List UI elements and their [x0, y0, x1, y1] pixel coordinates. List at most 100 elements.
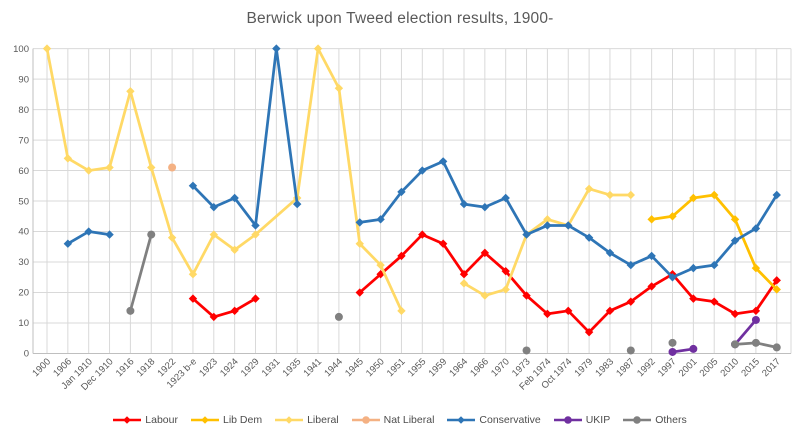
legend-label: UKIP: [585, 414, 611, 426]
data-point-labour: [355, 288, 364, 297]
x-tick-label: 2017: [760, 356, 783, 379]
y-tick-label: 90: [18, 74, 29, 85]
legend-label: Labour: [145, 414, 178, 426]
data-point-liberal: [501, 285, 510, 294]
data-point-ukip: [689, 344, 698, 353]
data-point-liberal: [147, 163, 156, 172]
legend-item-nat-liberal: Nat Liberal: [351, 414, 434, 426]
series-line-others: [129, 233, 153, 313]
x-tick-label: 1983: [593, 356, 616, 379]
x-tick-label: 1916: [114, 356, 137, 379]
y-tick-label: 20: [18, 288, 29, 299]
data-point-conservative: [710, 260, 719, 270]
data-point-liberal: [209, 230, 218, 239]
data-point-liberal: [251, 230, 260, 239]
x-tick-label: 2015: [739, 356, 762, 379]
y-tick-label: 30: [18, 257, 29, 268]
data-point-labour: [584, 327, 594, 337]
data-point-liberal: [84, 166, 93, 175]
data-point-liberal: [334, 84, 344, 93]
data-point-others: [334, 312, 343, 321]
data-point-labour: [418, 230, 427, 239]
data-point-others: [147, 230, 156, 239]
data-point-lib-dem: [751, 263, 761, 273]
data-point-labour: [710, 297, 719, 306]
x-tick-label: 1964: [447, 356, 470, 379]
data-point-lib-dem: [710, 190, 719, 200]
data-point-labour: [689, 294, 698, 303]
data-point-liberal: [397, 306, 406, 316]
data-point-conservative: [626, 260, 635, 270]
data-point-others: [668, 338, 677, 347]
series-others: [126, 230, 781, 355]
data-point-labour: [626, 297, 635, 306]
series-line-ukip: [733, 318, 758, 346]
x-tick-label: 1997: [656, 356, 679, 379]
data-point-labour: [209, 312, 218, 322]
data-point-conservative: [459, 199, 469, 209]
data-point-conservative: [772, 190, 781, 200]
data-point-conservative: [293, 199, 302, 209]
data-point-lib-dem: [730, 215, 740, 224]
x-tick-label: 1923: [197, 356, 220, 379]
y-axis-labels: 0 10 20 30 40 50 60 70 80 90 100: [13, 44, 29, 360]
data-point-liberal: [313, 44, 323, 53]
x-tick-label: 1944: [322, 356, 345, 379]
data-point-liberal: [230, 245, 239, 255]
axes: [32, 48, 791, 354]
data-point-conservative: [501, 193, 510, 203]
data-point-labour: [751, 306, 761, 316]
data-point-liberal: [605, 190, 615, 200]
series-labour: [188, 230, 781, 337]
legend-label: Conservative: [479, 414, 541, 426]
x-tick-label: 1950: [364, 356, 387, 379]
data-point-conservative: [188, 181, 198, 191]
x-tick-label: 1966: [468, 356, 491, 379]
x-tick-label: 1959: [427, 356, 450, 379]
data-point-liberal: [355, 239, 364, 248]
series-line-conservative: [191, 47, 299, 227]
data-point-conservative: [522, 230, 531, 239]
data-point-labour: [397, 251, 406, 261]
data-point-conservative: [730, 236, 740, 245]
x-tick-label: 1992: [635, 356, 658, 379]
data-point-liberal: [167, 233, 177, 242]
data-point-lib-dem: [647, 215, 656, 224]
series-conservative: [63, 44, 781, 282]
data-point-conservative: [230, 193, 239, 203]
data-point-liberal: [63, 154, 73, 163]
series-ukip: [668, 315, 760, 356]
legend-item-liberal: Liberal: [275, 414, 339, 426]
data-point-lib-dem: [689, 193, 698, 203]
data-point-labour: [647, 282, 656, 291]
series-line-labour: [191, 297, 257, 319]
labour-legend-marker: [113, 416, 142, 424]
data-point-conservative: [84, 227, 93, 236]
x-tick-label: 1970: [489, 356, 512, 379]
data-point-liberal: [105, 163, 114, 172]
legend-marker-shape: [285, 416, 293, 424]
legend: Labour Lib Dem Liberal Nat Liberal Conservat…: [0, 414, 800, 426]
x-tick-label: 1918: [135, 356, 158, 379]
vertical-gridlines: [46, 48, 792, 354]
data-point-liberal: [126, 87, 135, 96]
data-point-labour: [772, 276, 781, 285]
data-point-liberal: [584, 184, 594, 194]
legend-marker-shape: [123, 416, 132, 424]
data-point-liberal: [188, 270, 198, 279]
data-point-labour: [459, 270, 469, 279]
data-point-conservative: [605, 248, 615, 258]
data-point-labour: [188, 294, 198, 303]
data-point-conservative: [397, 187, 406, 197]
data-point-others: [751, 338, 760, 347]
series-lib-dem: [647, 190, 781, 294]
data-point-labour: [251, 294, 260, 303]
data-point-ukip: [751, 315, 760, 324]
legend-marker-shape: [361, 416, 370, 424]
data-point-liberal: [376, 260, 385, 270]
nat-liberal-legend-marker: [351, 416, 380, 424]
legend-item-labour: Labour: [113, 414, 178, 426]
